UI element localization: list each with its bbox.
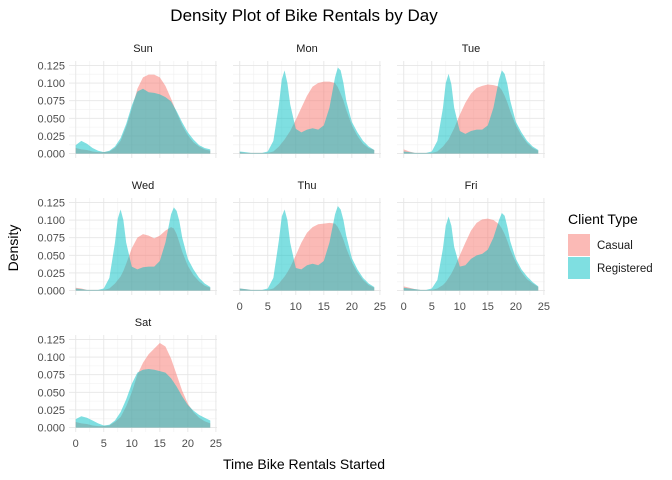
legend-label: Casual	[597, 240, 633, 252]
legend: Client Type Casual Registered	[568, 211, 653, 279]
y-tick-label: 0.000	[37, 423, 65, 435]
x-tick-label: 20	[510, 301, 522, 313]
x-tick-label: 20	[182, 438, 194, 450]
x-tick-label: 25	[210, 438, 222, 450]
y-tick-label: 0.125	[37, 197, 65, 209]
y-tick-label: 0.125	[37, 334, 65, 346]
facet-label: Tue	[462, 43, 481, 55]
x-tick-label: 20	[346, 301, 358, 313]
x-tick-label: 0	[73, 438, 79, 450]
facet-label: Mon	[296, 43, 317, 55]
y-tick-label: 0.075	[37, 233, 65, 245]
y-tick-label: 0.025	[37, 405, 65, 417]
y-tick-label: 0.050	[37, 250, 65, 262]
chart-title: Density Plot of Bike Rentals by Day	[170, 6, 438, 25]
density-area-registered	[75, 369, 211, 428]
facet-label: Fri	[465, 180, 478, 192]
y-tick-label: 0.000	[37, 286, 65, 298]
y-tick-label: 0.000	[37, 149, 65, 161]
density-area-registered	[239, 67, 375, 154]
legend-label: Registered	[597, 263, 653, 275]
y-tick-label: 0.125	[37, 60, 65, 72]
density-area-registered	[75, 88, 211, 154]
facet-panel-wed: Wed 0.000 0.025 0.050 0.075 0.100 0.125	[37, 180, 217, 298]
facet-label: Sun	[133, 43, 153, 55]
density-area-registered	[239, 205, 375, 291]
y-tick-label: 0.050	[37, 387, 65, 399]
density-area-registered	[403, 212, 539, 291]
x-tick-label: 15	[482, 301, 494, 313]
x-axis-title: Time Bike Rentals Started	[223, 456, 385, 472]
y-tick-label: 0.100	[37, 215, 65, 227]
facet-label: Wed	[132, 180, 154, 192]
x-tick-label: 5	[265, 301, 271, 313]
x-tick-label: 5	[101, 438, 107, 450]
x-tick-label: 25	[538, 301, 550, 313]
facet-panel-sat: Sat 0.000 0.025 0.050 0.075 0.100 0.125 0 5 10 15 2…	[37, 317, 222, 450]
y-tick-label: 0.025	[37, 268, 65, 280]
density-area-registered	[403, 70, 539, 154]
y-tick-label: 0.100	[37, 78, 65, 90]
legend-title: Client Type	[568, 211, 638, 227]
y-tick-label: 0.025	[37, 131, 65, 143]
x-tick-label: 15	[318, 301, 330, 313]
x-tick-label: 0	[401, 301, 407, 313]
facet-label: Sat	[135, 317, 152, 329]
y-tick-label: 0.075	[37, 370, 65, 382]
y-axis-title: Density	[5, 225, 21, 272]
x-tick-label: 5	[429, 301, 435, 313]
x-tick-label: 10	[454, 301, 466, 313]
facet-panel-tue: Tue	[397, 43, 545, 158]
facet-label: Thu	[298, 180, 317, 192]
y-tick-label: 0.100	[37, 352, 65, 364]
legend-key-registered	[568, 257, 590, 279]
x-tick-label: 10	[290, 301, 302, 313]
x-tick-label: 15	[154, 438, 166, 450]
y-tick-label: 0.050	[37, 113, 65, 125]
y-tick-label: 0.075	[37, 96, 65, 108]
x-tick-label: 25	[374, 301, 386, 313]
facet-panel-sun: Sun 0.000 0.025 0.050 0.075 0.100 0.125	[37, 43, 217, 161]
facet-panels: Sun 0.000 0.025 0.050 0.075 0.100 0.125 Mon Tue W…	[37, 43, 550, 450]
x-tick-label: 10	[126, 438, 138, 450]
density-area-registered	[75, 207, 211, 291]
facet-panel-mon: Mon	[233, 43, 381, 158]
legend-key-casual	[568, 234, 590, 256]
x-tick-label: 0	[237, 301, 243, 313]
facet-panel-thu: Thu 0 5 10 15 20 25	[233, 180, 386, 313]
facet-panel-fri: Fri 0 5 10 15 20 25	[397, 180, 550, 313]
